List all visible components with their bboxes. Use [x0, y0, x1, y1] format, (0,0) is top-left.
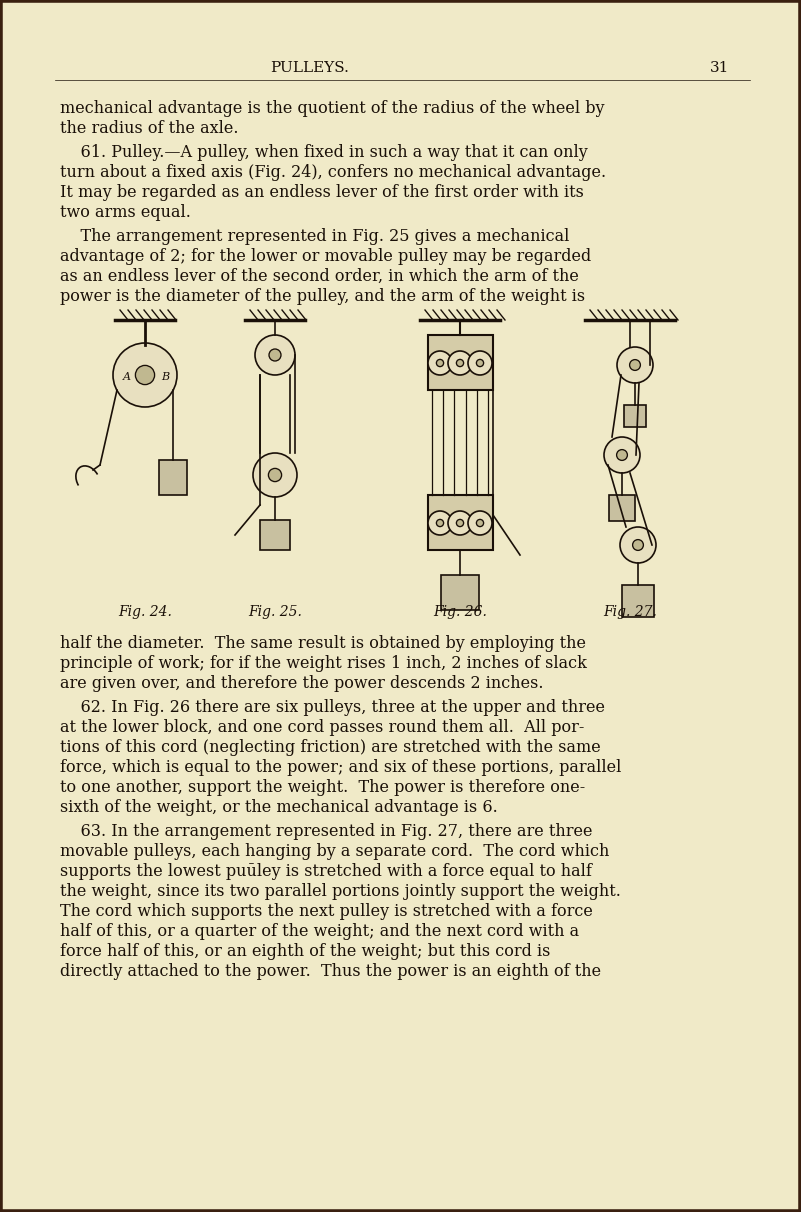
Circle shape — [457, 520, 464, 526]
Text: supports the lowest puūley is stretched with a force equal to half: supports the lowest puūley is stretched … — [60, 863, 592, 880]
Text: force half of this, or an eighth of the weight; but this cord is: force half of this, or an eighth of the … — [60, 943, 550, 960]
Bar — [428, 494, 493, 550]
Circle shape — [617, 450, 627, 461]
Text: The arrangement represented in Fig. 25 gives a mechanical: The arrangement represented in Fig. 25 g… — [60, 228, 570, 245]
Text: 31: 31 — [710, 61, 730, 75]
Circle shape — [617, 347, 653, 383]
Bar — [624, 405, 646, 427]
Text: Fig. 24.: Fig. 24. — [118, 605, 172, 619]
Circle shape — [457, 360, 464, 366]
Text: Fig. 27.: Fig. 27. — [603, 605, 657, 619]
Text: the radius of the axle.: the radius of the axle. — [60, 120, 239, 137]
Circle shape — [630, 360, 641, 371]
Circle shape — [269, 349, 281, 361]
Text: sixth of the weight, or the mechanical advantage is 6.: sixth of the weight, or the mechanical a… — [60, 799, 497, 816]
Circle shape — [135, 365, 155, 384]
Text: PULLEYS.: PULLEYS. — [271, 61, 349, 75]
Text: 61. Pulley.—A pulley, when fixed in such a way that it can only: 61. Pulley.—A pulley, when fixed in such… — [60, 144, 588, 161]
Circle shape — [468, 511, 492, 534]
Circle shape — [633, 539, 643, 550]
Bar — [260, 520, 290, 550]
Circle shape — [428, 511, 452, 534]
Bar — [428, 335, 493, 390]
Text: mechanical advantage is the quotient of the radius of the wheel by: mechanical advantage is the quotient of … — [60, 101, 605, 118]
Circle shape — [255, 335, 295, 375]
Text: the weight, since its two parallel portions jointly support the weight.: the weight, since its two parallel porti… — [60, 884, 621, 901]
Circle shape — [477, 360, 484, 366]
Text: force, which is equal to the power; and six of these portions, parallel: force, which is equal to the power; and … — [60, 759, 622, 776]
Text: Fig. 25.: Fig. 25. — [248, 605, 302, 619]
Text: two arms equal.: two arms equal. — [60, 204, 191, 221]
Text: advantage of 2; for the lower or movable pulley may be regarded: advantage of 2; for the lower or movable… — [60, 248, 591, 265]
Bar — [609, 494, 635, 521]
Text: It may be regarded as an endless lever of the first order with its: It may be regarded as an endless lever o… — [60, 184, 584, 201]
Text: to one another, support the weight.  The power is therefore one-: to one another, support the weight. The … — [60, 779, 586, 796]
Circle shape — [437, 520, 444, 526]
Circle shape — [437, 360, 444, 366]
Text: half the diameter.  The same result is obtained by employing the: half the diameter. The same result is ob… — [60, 635, 586, 652]
Text: A: A — [123, 372, 131, 382]
Circle shape — [253, 453, 297, 497]
Text: principle of work; for if the weight rises 1 inch, 2 inches of slack: principle of work; for if the weight ris… — [60, 654, 587, 671]
Text: B: B — [161, 372, 169, 382]
Text: The cord which supports the next pulley is stretched with a force: The cord which supports the next pulley … — [60, 903, 593, 920]
Text: turn about a fixed axis (Fig. 24), confers no mechanical advantage.: turn about a fixed axis (Fig. 24), confe… — [60, 164, 606, 181]
Circle shape — [448, 351, 472, 375]
Text: 62. In Fig. 26 there are six pulleys, three at the upper and three: 62. In Fig. 26 there are six pulleys, th… — [60, 699, 605, 716]
Text: are given over, and therefore the power descends 2 inches.: are given over, and therefore the power … — [60, 675, 544, 692]
Circle shape — [448, 511, 472, 534]
Circle shape — [113, 343, 177, 407]
Circle shape — [477, 520, 484, 526]
Text: Fig. 26.: Fig. 26. — [433, 605, 487, 619]
Text: tions of this cord (neglecting friction) are stretched with the same: tions of this cord (neglecting friction)… — [60, 739, 601, 756]
Text: power is the diameter of the pulley, and the arm of the weight is: power is the diameter of the pulley, and… — [60, 288, 585, 305]
Circle shape — [620, 527, 656, 564]
Text: 63. In the arrangement represented in Fig. 27, there are three: 63. In the arrangement represented in Fi… — [60, 823, 593, 840]
Circle shape — [604, 438, 640, 473]
Text: as an endless lever of the second order, in which the arm of the: as an endless lever of the second order,… — [60, 268, 579, 285]
Text: at the lower block, and one cord passes round them all.  All por-: at the lower block, and one cord passes … — [60, 719, 585, 736]
Circle shape — [468, 351, 492, 375]
Bar — [441, 574, 479, 610]
Text: movable pulleys, each hanging by a separate cord.  The cord which: movable pulleys, each hanging by a separ… — [60, 844, 610, 861]
Circle shape — [428, 351, 452, 375]
Circle shape — [268, 468, 282, 481]
Bar — [622, 585, 654, 617]
Bar — [159, 461, 187, 494]
Text: half of this, or a quarter of the weight; and the next cord with a: half of this, or a quarter of the weight… — [60, 924, 579, 941]
Text: directly attached to the power.  Thus the power is an eighth of the: directly attached to the power. Thus the… — [60, 964, 601, 981]
